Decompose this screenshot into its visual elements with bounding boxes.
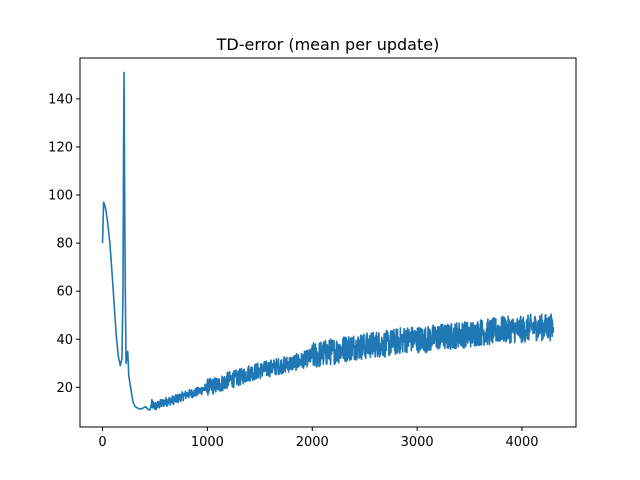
x-tick-label: 0 xyxy=(98,435,106,450)
y-tick-label: 100 xyxy=(48,189,73,204)
x-tick-label: 3000 xyxy=(401,435,434,450)
y-tick-label: 60 xyxy=(56,285,73,300)
y-tick-label: 40 xyxy=(56,333,73,348)
x-tick-label: 4000 xyxy=(505,435,538,450)
y-tick-label: 20 xyxy=(56,381,73,396)
chart-title: TD-error (mean per update) xyxy=(216,35,440,54)
x-tick-label: 2000 xyxy=(296,435,329,450)
y-tick-label: 120 xyxy=(48,140,73,155)
y-tick-label: 80 xyxy=(56,237,73,252)
y-tick-label: 140 xyxy=(48,92,73,107)
x-tick-label: 1000 xyxy=(191,435,224,450)
